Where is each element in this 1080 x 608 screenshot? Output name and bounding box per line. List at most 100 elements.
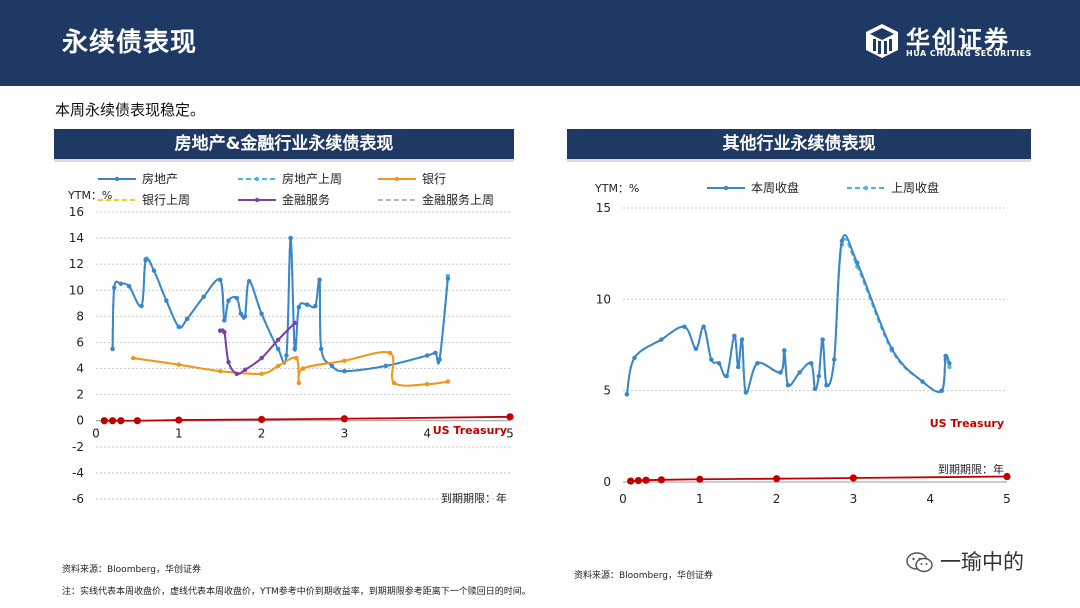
data-point <box>258 415 266 424</box>
data-point <box>824 382 829 388</box>
data-point <box>275 346 281 352</box>
x-tick-label: 1 <box>696 492 704 506</box>
left-chart-title: 房地产&金融行业永续债表现 <box>54 129 514 162</box>
legend-marker <box>394 176 400 182</box>
legend-item: 房地产 <box>98 171 178 186</box>
series-line <box>111 237 449 373</box>
legend-marker <box>863 185 869 191</box>
data-point <box>739 337 745 342</box>
legend-label: 本周收盘 <box>751 180 799 195</box>
data-point <box>234 295 239 301</box>
data-point <box>151 268 157 273</box>
data-point <box>259 311 264 316</box>
data-point <box>259 355 264 361</box>
footnote: 注：实线代表本周收盘价，虚线代表本周收盘价，YTM参考中价到期收益率，到期期限参… <box>62 587 531 597</box>
watermark-text: 一瑜中的 <box>940 550 1024 574</box>
data-point <box>342 368 347 374</box>
y-tick-label: 5 <box>603 384 611 398</box>
data-point <box>383 363 388 369</box>
data-point <box>889 346 894 351</box>
data-point <box>218 277 223 283</box>
series-line <box>104 415 511 422</box>
data-point <box>259 371 264 376</box>
legend-marker <box>254 176 260 182</box>
data-point <box>226 359 231 365</box>
data-point <box>425 382 430 387</box>
y-tick-label: 14 <box>69 231 84 245</box>
data-point <box>391 380 397 386</box>
data-point <box>657 476 665 484</box>
data-point <box>246 278 252 284</box>
data-point <box>143 258 148 263</box>
data-point <box>693 346 699 351</box>
y-tick-label: 4 <box>76 362 84 376</box>
data-point <box>947 361 952 366</box>
data-point <box>222 318 227 323</box>
data-point <box>632 355 637 360</box>
data-point <box>110 346 115 352</box>
data-point <box>126 284 132 289</box>
data-point <box>296 380 302 386</box>
data-point <box>275 363 281 369</box>
data-point <box>242 314 248 319</box>
y-tick-label: 15 <box>596 201 611 215</box>
legend-label: 银行 <box>422 172 446 186</box>
data-point <box>732 333 737 339</box>
data-point <box>292 320 297 326</box>
data-point <box>294 355 299 361</box>
data-point <box>755 361 760 366</box>
data-point <box>506 413 514 421</box>
x-tick-label: 5 <box>1003 492 1011 506</box>
data-point <box>659 337 664 342</box>
logo-chinese-text: 华创证券 <box>906 26 1010 54</box>
data-point <box>920 379 925 384</box>
intro-text: 本周永续债表现稳定。 <box>55 101 206 119</box>
us-treasury-annotation: US Treasury <box>433 424 507 437</box>
x-tick-label: 4 <box>423 427 431 441</box>
data-point <box>296 305 302 310</box>
data-point <box>164 298 169 303</box>
legend-item: 银行上周 <box>98 193 190 207</box>
data-point <box>112 285 117 290</box>
us-treasury-annotation: US Treasury <box>930 417 1004 430</box>
data-point <box>642 476 650 484</box>
data-point <box>947 364 952 370</box>
x-tick-label: 1 <box>175 427 183 441</box>
data-point <box>816 373 822 379</box>
data-point <box>100 417 108 425</box>
data-point <box>778 370 783 375</box>
data-point <box>797 370 802 375</box>
y-axis-label: YTM：% <box>594 182 639 195</box>
data-point <box>425 353 430 358</box>
data-point <box>118 281 124 286</box>
data-point <box>682 324 687 329</box>
left-source-note: 资料来源：Bloomberg，华创证券 <box>62 565 201 575</box>
data-point <box>1003 472 1011 481</box>
data-point <box>387 350 393 356</box>
data-point <box>812 386 818 392</box>
data-point <box>701 324 706 329</box>
data-point <box>304 302 310 307</box>
data-point <box>218 368 223 374</box>
y-tick-label: 10 <box>596 292 611 306</box>
data-point <box>242 367 248 373</box>
legend-label: 上周收盘 <box>891 180 939 195</box>
x-tick-label: 2 <box>258 427 266 441</box>
data-point <box>782 348 787 353</box>
data-point <box>724 373 729 379</box>
y-tick-label: 0 <box>76 414 84 428</box>
legend-item: 上周收盘 <box>847 180 939 195</box>
data-point <box>634 476 642 485</box>
data-point <box>218 328 223 333</box>
legend-marker <box>114 176 120 182</box>
data-point <box>313 303 318 309</box>
right-line-chart: 0 5 10 15 0 1 2 3 4 5 YTM：% 到期期限：年 本周收盘 上周收盘 US Treasu… <box>594 180 1011 506</box>
x-tick-label: 4 <box>926 492 934 506</box>
x-axis-label: 到期期限：年 <box>441 491 507 505</box>
y-axis-label: YTM：% <box>67 189 112 202</box>
data-point <box>820 337 825 342</box>
wechat-icon <box>906 552 933 573</box>
legend-marker <box>254 197 260 203</box>
x-tick-label: 2 <box>773 492 781 506</box>
legend-item: 房地产上周 <box>238 171 342 186</box>
